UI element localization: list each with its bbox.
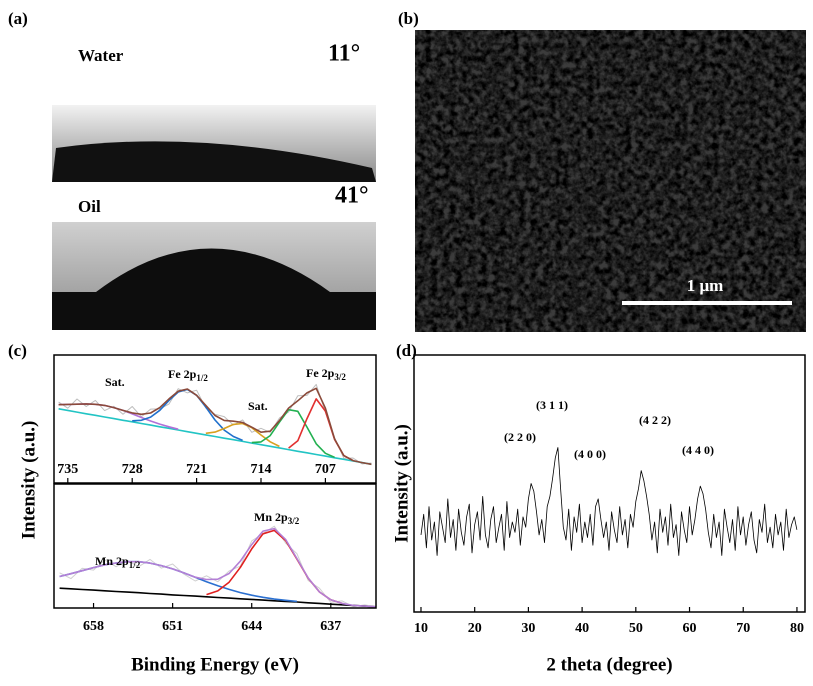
data-line (58, 408, 372, 466)
x-tick-label: 637 (320, 619, 341, 634)
scale-bar-label: 1 μm (687, 276, 724, 295)
data-line (251, 408, 335, 459)
x-tick-label: 30 (521, 621, 535, 636)
data-line (58, 387, 372, 466)
peak-label-sub: 1/2 (129, 560, 141, 570)
peak-label-main: Fe 2p (168, 367, 197, 381)
peak-label: (2 2 0) (504, 430, 536, 444)
peak-label-sub: 3/2 (334, 372, 346, 382)
liquid-label: Oil (78, 197, 101, 216)
peak-label-main: Sat. (105, 375, 125, 389)
peak-label-main: Fe 2p (306, 366, 335, 380)
peak-label: Fe 2p1/2 (168, 367, 208, 383)
peak-label: (4 2 2) (639, 413, 671, 427)
x-tick-label: 70 (736, 621, 750, 636)
water-drop (52, 141, 376, 182)
data-line (59, 587, 377, 608)
peak-label-sub: 3/2 (288, 516, 300, 526)
x-tick-label: 721 (186, 462, 207, 477)
panel-label: (b) (398, 9, 419, 28)
data-line (132, 388, 243, 442)
peak-label: Sat. (248, 399, 268, 413)
plot-frame (53, 483, 377, 609)
peak-label-main: Mn 2p (254, 510, 288, 524)
x-tick-label: 658 (83, 619, 104, 634)
x-tick-label: 80 (790, 621, 804, 636)
x-tick-label: 644 (241, 619, 262, 634)
x-tick-label: 40 (575, 621, 589, 636)
x-axis-label: Binding Energy (eV) (131, 654, 299, 675)
oil-drop (52, 248, 376, 330)
peak-label: Fe 2p3/2 (306, 366, 346, 382)
liquid-label: Water (78, 46, 124, 65)
x-tick-label: 10 (414, 621, 428, 636)
peak-label-sub: 1/2 (196, 373, 208, 383)
x-tick-label: 651 (162, 619, 183, 634)
peak-label: Mn 2p1/2 (95, 554, 141, 570)
data-line (59, 525, 377, 608)
x-axis-label: 2 theta (degree) (546, 654, 672, 675)
plot-frame (53, 354, 377, 484)
x-tick-label: 728 (122, 462, 143, 477)
panel-label: (c) (8, 341, 27, 360)
x-tick-label: 20 (468, 621, 482, 636)
data-line (420, 447, 798, 556)
peak-label: (4 4 0) (682, 443, 714, 457)
peak-label: (3 1 1) (536, 398, 568, 412)
peak-label: (4 0 0) (574, 447, 606, 461)
x-tick-label: 735 (57, 462, 78, 477)
panel-label: (a) (8, 9, 28, 28)
x-tick-label: 707 (315, 462, 336, 477)
panel-label: (d) (396, 341, 417, 360)
peak-label-main: Sat. (248, 399, 268, 413)
x-tick-label: 60 (683, 621, 697, 636)
data-line (206, 529, 343, 605)
peak-label: Mn 2p3/2 (254, 510, 300, 526)
data-line (205, 422, 280, 448)
sem-texture (415, 30, 806, 332)
peak-label-main: Mn 2p (95, 554, 129, 568)
x-tick-label: 714 (251, 462, 272, 477)
y-axis-label: Intensity (a.u.) (391, 424, 412, 543)
contact-angle: 41° (335, 183, 369, 209)
x-tick-label: 50 (629, 621, 643, 636)
y-axis-label: Intensity (a.u.) (18, 421, 39, 540)
contact-angle: 11° (328, 41, 360, 67)
peak-label: Sat. (105, 375, 125, 389)
data-line (59, 527, 377, 608)
plot-frame (413, 354, 806, 613)
